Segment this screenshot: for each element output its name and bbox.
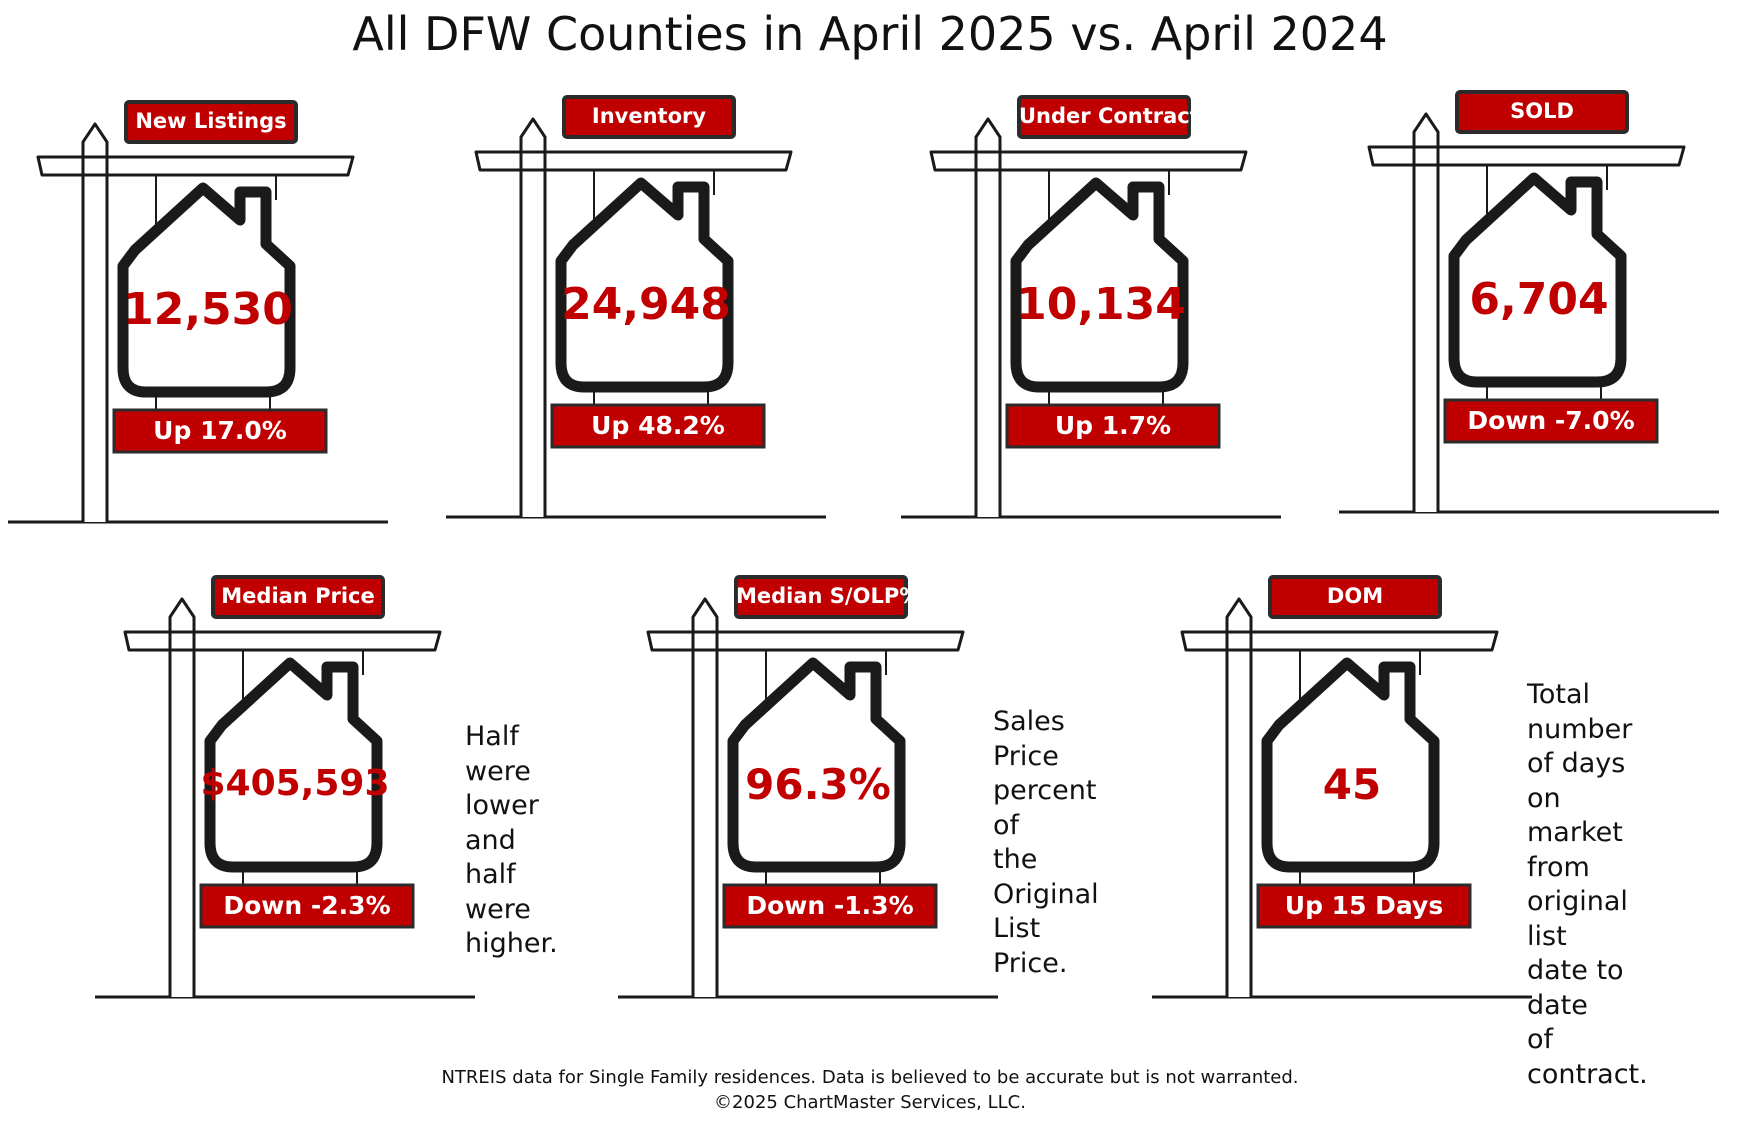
post (81, 122, 109, 522)
note-line: market from (1527, 817, 1623, 883)
post-joint (171, 633, 193, 649)
crossbar (123, 630, 442, 652)
footer-source: NTREIS data for Single Family residences… (441, 1067, 1299, 1088)
post-joint (84, 158, 106, 174)
sign-card: Median Price $405,593 Down -2.3% Half were l… (95, 575, 558, 1005)
sign-value: 24,948 (561, 278, 731, 330)
change-plate (112, 408, 328, 454)
signpost-graphic (901, 95, 1281, 519)
note-line: of contract. (1527, 1024, 1648, 1090)
post-joint (694, 633, 716, 649)
page-title: All DFW Counties in April 2025 vs. April… (352, 7, 1388, 61)
house-icon (1010, 177, 1189, 393)
crossbar (929, 150, 1248, 172)
post (974, 117, 1002, 517)
label-plate (1455, 90, 1629, 134)
sign-note: Sales Price percent of the Original List Pr… (993, 705, 1099, 981)
label-plate (211, 575, 385, 619)
post-joint (522, 153, 544, 169)
sign-change: Down -1.3% (746, 891, 914, 920)
signpost-graphic (446, 95, 826, 519)
signpost-graphic (618, 575, 998, 999)
sign-card: SOLD 6,704 Down -7.0% (1339, 90, 1739, 520)
change-plate (550, 403, 766, 449)
house-icon (1261, 657, 1440, 873)
sign-value: 6,704 (1469, 273, 1609, 325)
crossbar (474, 150, 793, 172)
crossbar (36, 155, 355, 177)
label-plate (1017, 95, 1191, 139)
sign-change: Down -2.3% (223, 891, 391, 920)
label-plate (1268, 575, 1442, 619)
note-line: Sales Price (993, 706, 1065, 772)
sign-label: Inventory (591, 104, 707, 128)
signpost-graphic (1339, 90, 1719, 514)
note-line: Total number (1527, 679, 1633, 745)
crossbar (646, 630, 965, 652)
house-icon (555, 177, 734, 393)
label-plate (124, 100, 298, 144)
note-line: higher. (465, 928, 558, 959)
sign-value: 96.3% (745, 759, 891, 809)
signpost-graphic (1152, 575, 1532, 999)
sign-value: 45 (1322, 759, 1382, 809)
sign-label: Median S/OLP% (736, 584, 921, 608)
note-line: original list (1527, 886, 1628, 952)
note-line: the Original (993, 844, 1099, 910)
sign-card: Inventory 24,948 Up 48.2% (446, 95, 846, 525)
sign-value: 10,134 (1016, 278, 1186, 330)
sign-value: $405,593 (200, 763, 390, 805)
house-icon (117, 182, 296, 398)
sign-card: DOM 45 Up 15 Days Total number of days on mar… (1152, 575, 1648, 1090)
sign-card: Median S/OLP% 96.3% Down -1.3% Sales Price p… (618, 575, 1099, 1005)
house-icon (727, 657, 906, 873)
sign-card: Under Contract 10,134 Up 1.7% (901, 95, 1301, 525)
note-line: Half were (465, 721, 531, 787)
signpost-graphic (8, 100, 388, 524)
post-joint (1228, 633, 1250, 649)
post (1412, 112, 1440, 512)
post-joint (977, 153, 999, 169)
post (1225, 597, 1253, 997)
note-line: half were (465, 859, 531, 925)
sign-label: SOLD (1510, 99, 1574, 123)
signpost-graphic (95, 575, 475, 999)
label-plate (562, 95, 736, 139)
sign-change: Up 1.7% (1054, 411, 1172, 440)
sign-change: Down -7.0% (1467, 406, 1635, 435)
note-line: List Price. (993, 913, 1068, 979)
post (519, 117, 547, 517)
sign-change: Up 15 Days (1284, 891, 1444, 920)
sign-label: Median Price (221, 584, 375, 608)
sign-label: Under Contract (1019, 104, 1200, 128)
change-plate (199, 883, 415, 929)
change-plate (1005, 403, 1221, 449)
note-line: date to date (1527, 955, 1624, 1021)
change-plate (722, 883, 938, 929)
footer-copyright: ©2025 ChartMaster Services, LLC. (714, 1092, 1026, 1113)
change-plate (1443, 398, 1659, 444)
house-icon (1448, 172, 1627, 388)
note-line: percent of (993, 775, 1097, 841)
sign-label: New Listings (135, 109, 287, 133)
sign-change: Up 48.2% (591, 411, 725, 440)
crossbar (1367, 145, 1686, 167)
sign-change: Up 17.0% (153, 416, 287, 445)
crossbar (1180, 630, 1499, 652)
sign-note: Half were lower and half were higher. (465, 720, 558, 962)
sign-card: New Listings 12,530 Up 17.0% (8, 100, 408, 530)
change-plate (1256, 883, 1472, 929)
label-plate (734, 575, 908, 619)
sign-value: 12,530 (123, 283, 293, 335)
note-line: of days on (1527, 748, 1626, 814)
post-joint (1415, 148, 1437, 164)
post (168, 597, 196, 997)
house-icon (204, 657, 383, 873)
post (691, 597, 719, 997)
note-line: lower and (465, 790, 539, 856)
sign-note: Total number of days on market from origina… (1527, 678, 1648, 1092)
sign-label: DOM (1326, 584, 1384, 608)
